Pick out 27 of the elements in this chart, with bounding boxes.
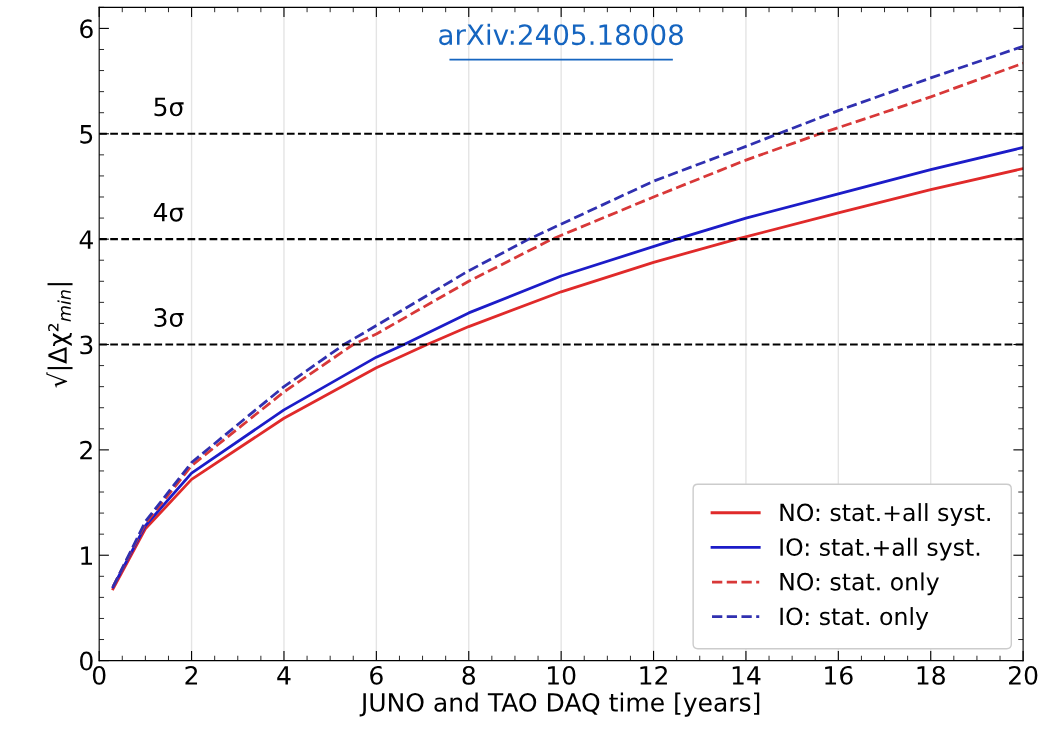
legend-label: IO: stat.+all syst. — [780, 537, 980, 561]
legend-label: NO: stat.+all syst. — [780, 503, 990, 526]
y-tick-label: 4 — [79, 230, 93, 249]
ref-line-label: 4σ — [153, 203, 184, 222]
x-tick-label: 16 — [825, 665, 853, 685]
ref-line-label: 5σ — [154, 97, 184, 117]
y-tick-label: 5 — [80, 125, 93, 144]
y-tick-label: 2 — [80, 440, 92, 460]
x-tick-label: 20 — [1009, 665, 1038, 685]
x-tick-label: 12 — [640, 665, 667, 685]
x-tick-label: 4 — [277, 666, 291, 685]
y-tick-label: 0 — [80, 651, 93, 671]
legend-label: IO: stat. only — [780, 607, 929, 630]
x-axis-title: JUNO and TAO DAQ time [years] — [359, 692, 760, 717]
x-tick-label: 14 — [732, 666, 761, 685]
annotation: arXiv:2405.18008 — [439, 23, 683, 46]
x-tick-label: 8 — [462, 665, 475, 685]
legend-label: NO: stat. only — [780, 572, 939, 596]
ref-line-label: 3σ — [154, 308, 184, 328]
y-tick-label: 3 — [80, 335, 93, 355]
x-tick-label: 18 — [917, 665, 945, 685]
y-axis-title: √|Δχ²$_{min}$| — [46, 283, 73, 388]
y-tick-label: 6 — [80, 19, 93, 39]
x-tick-label: 2 — [185, 665, 198, 685]
x-tick-label: 6 — [370, 665, 383, 685]
x-tick-label: 10 — [547, 665, 576, 685]
y-tick-label: 1 — [81, 546, 93, 565]
